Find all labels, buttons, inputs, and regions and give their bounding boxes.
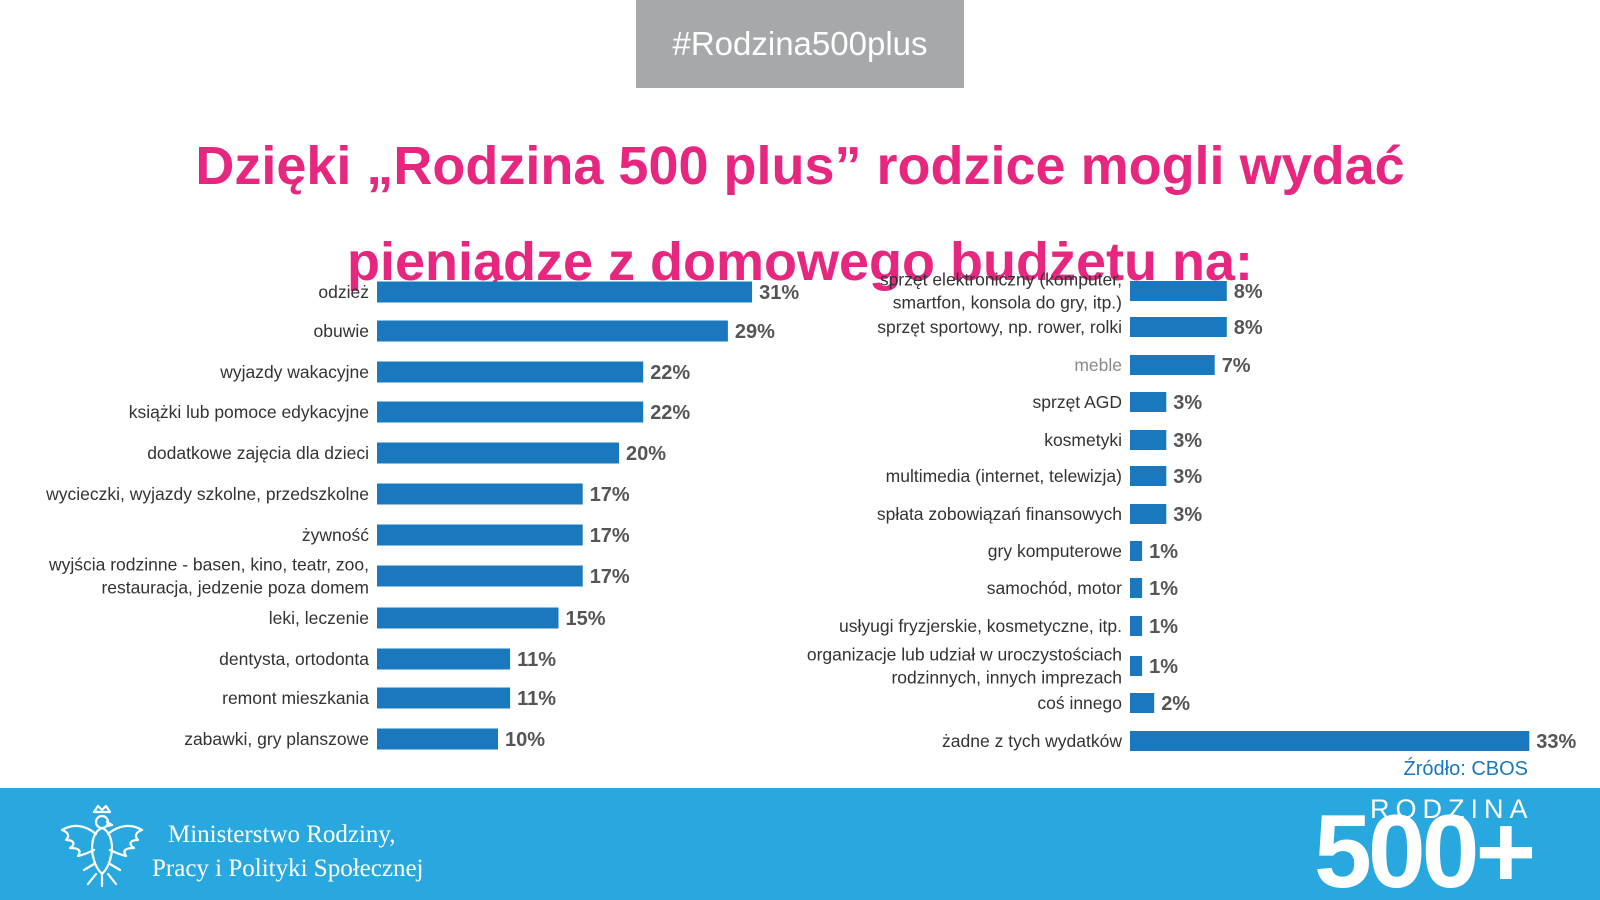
left-value-label-9: 15% bbox=[566, 608, 606, 630]
left-bar-9 bbox=[377, 607, 559, 629]
right-value-label-4: 3% bbox=[1173, 392, 1202, 414]
left-value-label-10: 11% bbox=[517, 649, 556, 671]
left-value-label-8: 17% bbox=[590, 566, 630, 588]
left-bar-6 bbox=[377, 483, 583, 505]
polish-eagle-emblem-icon bbox=[60, 804, 144, 888]
brand-word: RODZINA bbox=[1370, 794, 1534, 824]
right-value-label-7: 3% bbox=[1173, 504, 1202, 526]
right-bar-1 bbox=[1130, 281, 1227, 301]
left-bar-8 bbox=[377, 565, 583, 587]
right-bar-7 bbox=[1130, 504, 1167, 524]
right-value-label-1: 8% bbox=[1234, 281, 1263, 303]
right-category-label-3: meble bbox=[1074, 355, 1122, 375]
right-bar-13 bbox=[1130, 731, 1530, 751]
ministry-line-1: Ministerstwo Rodziny, bbox=[168, 821, 396, 848]
left-bar-3 bbox=[377, 361, 644, 383]
right-bar-9 bbox=[1130, 578, 1143, 598]
right-category-label-13: żadne z tych wydatków bbox=[942, 731, 1122, 751]
bar-charts: 31% odzież 29% obuwie 22% wyjazdy wakacyjne 22… bbox=[45, 270, 1577, 754]
left-value-label-1: 31% bbox=[759, 282, 799, 304]
right-bar-10 bbox=[1130, 616, 1143, 636]
left-category-label-2: obuwie bbox=[314, 321, 369, 341]
right-category-label-1: sprzęt elektroniczny (komputer, smartfon,… bbox=[880, 270, 1122, 313]
left-bar-4 bbox=[377, 401, 644, 423]
left-category-label-3: wyjazdy wakacyjne bbox=[219, 362, 369, 382]
right-category-label-5: kosmetyki bbox=[1044, 430, 1122, 450]
left-category-label-11: remont mieszkania bbox=[222, 688, 369, 708]
right-category-label-11: organizacje lub udział w uroczystościach… bbox=[807, 645, 1122, 688]
left-value-label-11: 11% bbox=[517, 688, 556, 710]
right-value-label-5: 3% bbox=[1173, 430, 1202, 452]
right-value-label-6: 3% bbox=[1173, 466, 1202, 488]
right-value-label-3: 7% bbox=[1222, 355, 1251, 377]
ministry-name: Ministerstwo Rodziny, Pracy i Polityki S… bbox=[152, 818, 423, 886]
source-note: Źródło: CBOS bbox=[1403, 758, 1528, 780]
right-bar-12 bbox=[1130, 693, 1155, 713]
left-value-label-5: 20% bbox=[626, 443, 666, 465]
right-category-label-8: gry komputerowe bbox=[988, 541, 1122, 561]
left-value-label-2: 29% bbox=[735, 321, 775, 343]
left-category-label-12: zabawki, gry planszowe bbox=[184, 729, 369, 749]
left-bar-10 bbox=[377, 648, 511, 670]
title-line-1: Dzięki „Rodzina 500 plus” rodzice mogli … bbox=[195, 136, 1405, 196]
left-bar-11 bbox=[377, 687, 511, 709]
right-category-label-7: spłata zobowiązań finansowych bbox=[877, 504, 1122, 524]
right-bar-2 bbox=[1130, 317, 1227, 337]
ministry-line-2: Pracy i Polityki Społecznej bbox=[152, 855, 424, 882]
left-category-label-7: żywność bbox=[302, 525, 369, 545]
left-value-label-7: 17% bbox=[590, 525, 630, 547]
right-bar-3 bbox=[1130, 355, 1215, 375]
right-bar-8 bbox=[1130, 541, 1143, 561]
left-value-label-6: 17% bbox=[590, 484, 630, 506]
left-category-label-4: książki lub pomoce edykacyjne bbox=[129, 402, 369, 422]
left-bar-5 bbox=[377, 442, 619, 464]
hashtag-banner: #Rodzina500plus bbox=[636, 0, 964, 88]
left-bar-7 bbox=[377, 524, 583, 546]
right-bar-chart: 8% sprzęt elektroniczny (komputer, smartfo… bbox=[807, 270, 1577, 754]
right-value-label-13: 33% bbox=[1536, 731, 1576, 753]
left-bar-2 bbox=[377, 320, 728, 342]
hashtag-text: #Rodzina500plus bbox=[672, 25, 928, 62]
left-bar-chart: 31% odzież 29% obuwie 22% wyjazdy wakacyjne 22… bbox=[45, 281, 799, 751]
left-value-label-12: 10% bbox=[505, 729, 545, 751]
right-bar-6 bbox=[1130, 466, 1167, 486]
right-value-label-12: 2% bbox=[1161, 693, 1190, 715]
right-category-label-12: coś innego bbox=[1037, 693, 1122, 713]
left-category-label-8: wyjścia rodzinne - basen, kino, teatr, z… bbox=[48, 555, 369, 598]
left-category-label-1: odzież bbox=[318, 282, 369, 302]
left-category-label-5: dodatkowe zajęcia dla dzieci bbox=[147, 443, 369, 463]
footer-band: Ministerstwo Rodziny, Pracy i Polityki S… bbox=[0, 788, 1600, 900]
right-bar-11 bbox=[1130, 656, 1143, 676]
right-category-label-9: samochód, motor bbox=[987, 578, 1122, 598]
brand-number: 500+ bbox=[1314, 794, 1536, 900]
right-value-label-10: 1% bbox=[1149, 616, 1178, 638]
right-category-label-6: multimedia (internet, telewizja) bbox=[886, 466, 1122, 486]
left-bar-12 bbox=[377, 728, 498, 750]
left-category-label-6: wycieczki, wyjazdy szkolne, przedszkolne bbox=[45, 484, 369, 504]
left-value-label-3: 22% bbox=[650, 362, 690, 384]
right-bar-5 bbox=[1130, 430, 1167, 450]
right-value-label-11: 1% bbox=[1149, 656, 1178, 678]
right-bar-4 bbox=[1130, 392, 1167, 412]
right-value-label-8: 1% bbox=[1149, 541, 1178, 563]
right-category-label-2: sprzęt sportowy, np. rower, rolki bbox=[877, 317, 1122, 337]
right-category-label-10: usłyugi fryzjerskie, kosmetyczne, itp. bbox=[839, 616, 1122, 636]
left-category-label-10: dentysta, ortodonta bbox=[219, 649, 369, 669]
right-value-label-9: 1% bbox=[1149, 578, 1178, 600]
right-category-label-4: sprzęt AGD bbox=[1033, 392, 1122, 412]
left-bar-1 bbox=[377, 281, 753, 303]
left-category-label-9: leki, leczenie bbox=[269, 608, 369, 628]
left-value-label-4: 22% bbox=[650, 402, 690, 424]
right-value-label-2: 8% bbox=[1234, 317, 1263, 339]
rodzina-500-logo: RODZINA 500+ bbox=[1314, 794, 1544, 900]
